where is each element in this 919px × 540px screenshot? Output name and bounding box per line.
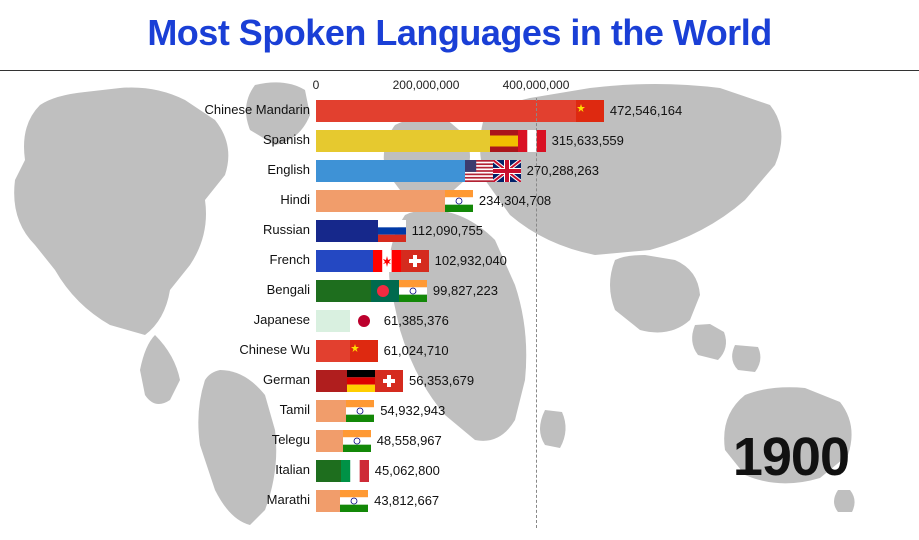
bar <box>316 400 346 422</box>
bar <box>316 130 490 152</box>
flag-in-icon <box>399 280 427 302</box>
flag-group <box>346 400 374 422</box>
chart-row: Marathi 43,812,667 <box>0 488 919 514</box>
bar <box>316 220 378 242</box>
flag-group <box>445 190 473 212</box>
flag-cn-icon <box>576 100 604 122</box>
title-divider <box>0 70 919 71</box>
chart-row: German 56,353,679 <box>0 368 919 394</box>
value-label: 472,546,164 <box>610 103 682 118</box>
language-label: Spanish <box>263 132 310 147</box>
value-label: 234,304,708 <box>479 193 551 208</box>
flag-ca-icon <box>373 250 401 272</box>
flag-it-icon <box>341 460 369 482</box>
axis-tick: 0 <box>313 78 320 92</box>
flag-group <box>350 310 378 332</box>
flag-group <box>465 160 521 182</box>
flag-ch-icon <box>375 370 403 392</box>
flag-group <box>490 130 546 152</box>
flag-group <box>373 250 429 272</box>
value-label: 102,932,040 <box>435 253 507 268</box>
axis-tick: 200,000,000 <box>393 78 460 92</box>
value-label: 54,932,943 <box>380 403 445 418</box>
axis-tick: 400,000,000 <box>503 78 570 92</box>
flag-in-icon <box>340 490 368 512</box>
value-label: 48,558,967 <box>377 433 442 448</box>
chart-title: Most Spoken Languages in the World <box>0 12 919 54</box>
chart-row: Chinese Wu 61,024,710 <box>0 338 919 364</box>
chart-row: Spanish 315,633,559 <box>0 128 919 154</box>
flag-es-icon <box>490 130 518 152</box>
language-label: Marathi <box>267 492 310 507</box>
bar <box>316 340 350 362</box>
flag-de-icon <box>347 370 375 392</box>
value-label: 112,090,755 <box>412 223 483 238</box>
bar <box>316 280 371 302</box>
language-label: Italian <box>275 462 310 477</box>
language-label: Hindi <box>280 192 310 207</box>
flag-jp-icon <box>350 310 378 332</box>
value-label: 61,385,376 <box>384 313 449 328</box>
bar <box>316 190 445 212</box>
language-label: German <box>263 372 310 387</box>
year-label: 1900 <box>733 426 849 488</box>
flag-group <box>340 490 368 512</box>
flag-ru-icon <box>378 220 406 242</box>
flag-group <box>343 430 371 452</box>
language-label: Tamil <box>280 402 310 417</box>
bar <box>316 490 340 512</box>
language-label: French <box>270 252 310 267</box>
flag-group <box>371 280 427 302</box>
flag-cn-icon <box>350 340 378 362</box>
value-label: 270,288,263 <box>527 163 599 178</box>
chart-row: Japanese 61,385,376 <box>0 308 919 334</box>
x-axis: 0 200,000,000 400,000,000 <box>0 78 919 98</box>
bar <box>316 430 343 452</box>
flag-group <box>378 220 406 242</box>
flag-in-icon <box>445 190 473 212</box>
chart-row: Chinese Mandarin 472,546,164 <box>0 98 919 124</box>
flag-group <box>347 370 403 392</box>
flag-group <box>350 340 378 362</box>
language-label: Russian <box>263 222 310 237</box>
flag-us-icon <box>465 160 493 182</box>
flag-group <box>576 100 604 122</box>
flag-bd-icon <box>371 280 399 302</box>
flag-group <box>341 460 369 482</box>
chart-row: French 102,932,040 <box>0 248 919 274</box>
language-label: Chinese Wu <box>239 342 310 357</box>
flag-in-icon <box>343 430 371 452</box>
flag-in-icon <box>346 400 374 422</box>
value-label: 45,062,800 <box>375 463 440 478</box>
chart-row: Bengali 99,827,223 <box>0 278 919 304</box>
chart-row: Russian 112,090,755 <box>0 218 919 244</box>
value-label: 99,827,223 <box>433 283 498 298</box>
language-label: Japanese <box>254 312 310 327</box>
gridline <box>536 98 537 528</box>
value-label: 43,812,667 <box>374 493 439 508</box>
chart-row: English 270,288,263 <box>0 158 919 184</box>
language-label: Bengali <box>267 282 310 297</box>
bar <box>316 310 350 332</box>
flag-gb-icon <box>493 160 521 182</box>
chart-row: Tamil 54,932,943 <box>0 398 919 424</box>
value-label: 56,353,679 <box>409 373 474 388</box>
flag-pe-icon <box>518 130 546 152</box>
value-label: 61,024,710 <box>384 343 449 358</box>
language-label: English <box>267 162 310 177</box>
bar <box>316 370 347 392</box>
language-label: Chinese Mandarin <box>204 102 310 117</box>
value-label: 315,633,559 <box>552 133 624 148</box>
chart-row: Hindi 234,304,708 <box>0 188 919 214</box>
bar <box>316 160 465 182</box>
flag-ch-icon <box>401 250 429 272</box>
language-label: Telegu <box>272 432 310 447</box>
bar <box>316 460 341 482</box>
bar <box>316 250 373 272</box>
